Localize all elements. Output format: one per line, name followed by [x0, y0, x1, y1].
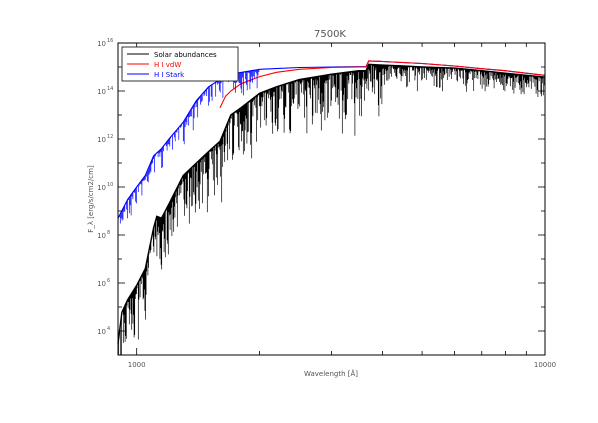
x-tick-label: 10000 — [534, 361, 556, 369]
absorption-lines — [118, 64, 545, 355]
y-tick-label: 10 — [97, 40, 106, 48]
absorption-lines — [119, 69, 260, 224]
y-tick-label: 10 — [97, 88, 106, 96]
chart-title: 7500K — [314, 29, 346, 40]
legend-label-stark: H I Stark — [154, 71, 185, 79]
y-tick-exponent: 8 — [107, 230, 110, 236]
y-axis-label: F_λ [erg/s/cm2/cm] — [87, 165, 95, 233]
x-tick-label: 1000 — [128, 361, 146, 369]
y-tick-exponent: 16 — [107, 38, 113, 44]
plot-curves — [117, 60, 546, 355]
legend-label-vdw: H I vdW — [154, 61, 181, 69]
y-tick-exponent: 10 — [107, 182, 113, 188]
y-tick-exponent: 12 — [107, 134, 113, 140]
y-tick-label: 10 — [97, 184, 106, 192]
x-axis-label: Wavelength [Å] — [304, 369, 358, 378]
legend-label-solar: Solar abundances — [154, 51, 217, 59]
y-tick-exponent: 6 — [107, 278, 110, 284]
y-tick-label: 10 — [97, 328, 106, 336]
legend: Solar abundances H I vdW H I Stark — [121, 46, 239, 82]
series-line-1 — [219, 60, 546, 109]
y-tick-label: 10 — [97, 280, 106, 288]
y-tick-exponent: 14 — [107, 86, 113, 92]
y-tick-label: 10 — [97, 136, 106, 144]
x-axis-ticks: 1000 10000 — [117, 43, 556, 369]
y-tick-exponent: 4 — [107, 326, 110, 332]
series-line-0 — [117, 63, 546, 344]
y-tick-label: 10 — [97, 232, 106, 240]
